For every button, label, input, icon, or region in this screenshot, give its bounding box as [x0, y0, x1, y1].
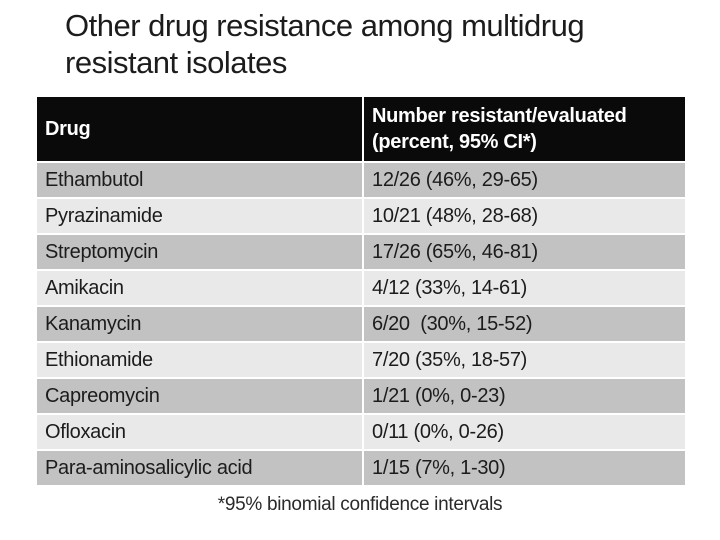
- column-header-value-line1: Number resistant/evaluated: [372, 105, 627, 127]
- value-cell: 10/21 (48%, 28-68): [364, 199, 685, 233]
- drug-name-cell: Streptomycin: [37, 235, 362, 269]
- column-header-value-line2: (percent, 95% CI*): [372, 131, 537, 153]
- column-header-drug: Drug: [37, 97, 362, 161]
- value-cell: 0/11 (0%, 0-26): [364, 415, 685, 449]
- drug-name-cell: Para-aminosalicylic acid: [37, 451, 362, 485]
- table-row: Kanamycin 6/20 (30%, 15-52): [37, 307, 685, 341]
- table-row: Ethionamide 7/20 (35%, 18-57): [37, 343, 685, 377]
- value-cell: 1/15 (7%, 1-30): [364, 451, 685, 485]
- column-header-drug-label: Drug: [45, 118, 91, 140]
- table-header-row: Drug Number resistant/evaluated (percent…: [37, 97, 685, 161]
- value-cell: 12/26 (46%, 29-65): [364, 163, 685, 197]
- table-row: Ofloxacin 0/11 (0%, 0-26): [37, 415, 685, 449]
- table-row: Streptomycin 17/26 (65%, 46-81): [37, 235, 685, 269]
- drug-name-cell: Amikacin: [37, 271, 362, 305]
- table-row: Capreomycin 1/21 (0%, 0-23): [37, 379, 685, 413]
- drug-name-cell: Kanamycin: [37, 307, 362, 341]
- value-cell: 1/21 (0%, 0-23): [364, 379, 685, 413]
- value-cell: 4/12 (33%, 14-61): [364, 271, 685, 305]
- table-row: Ethambutol 12/26 (46%, 29-65): [37, 163, 685, 197]
- table-row: Pyrazinamide 10/21 (48%, 28-68): [37, 199, 685, 233]
- table-row: Para-aminosalicylic acid 1/15 (7%, 1-30): [37, 451, 685, 485]
- value-cell: 17/26 (65%, 46-81): [364, 235, 685, 269]
- drug-name-cell: Pyrazinamide: [37, 199, 362, 233]
- value-cell: 6/20 (30%, 15-52): [364, 307, 685, 341]
- table-row: Amikacin 4/12 (33%, 14-61): [37, 271, 685, 305]
- drug-resistance-table: Drug Number resistant/evaluated (percent…: [35, 95, 687, 487]
- footnote: *95% binomial confidence intervals: [217, 494, 503, 515]
- drug-name-cell: Capreomycin: [37, 379, 362, 413]
- column-header-value: Number resistant/evaluated (percent, 95%…: [364, 97, 685, 161]
- drug-name-cell: Ethionamide: [37, 343, 362, 377]
- value-cell: 7/20 (35%, 18-57): [364, 343, 685, 377]
- drug-name-cell: Ofloxacin: [37, 415, 362, 449]
- page-title: Other drug resistance among multidrug re…: [65, 8, 585, 80]
- drug-name-cell: Ethambutol: [37, 163, 362, 197]
